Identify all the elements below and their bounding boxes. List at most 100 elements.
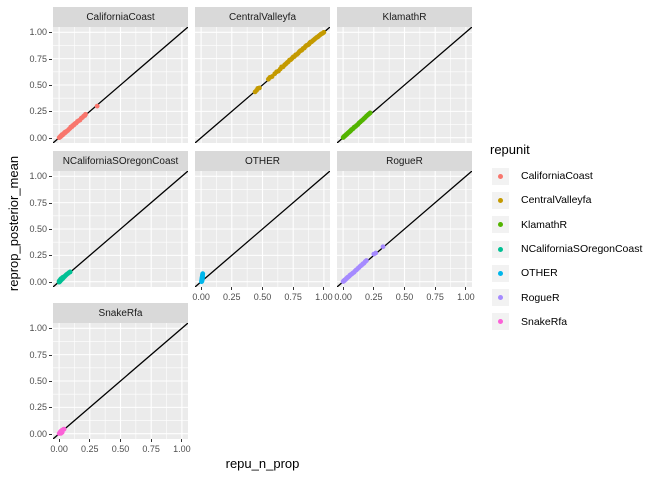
facet-strip: NCaliforniaSOregonCoast: [53, 151, 188, 171]
y-tick-label: 0.25: [29, 250, 47, 261]
x-tick-mark: [231, 287, 233, 290]
x-tick-label: 0.50: [253, 292, 272, 302]
y-tick-mark: [49, 433, 52, 435]
facet-snake: SnakeRfa 1.00 0.75 0.50 0.25 0.00 0.00 0.25 0.5…: [29, 303, 191, 454]
data-point: [321, 29, 327, 35]
facet-plot-area: [337, 171, 472, 287]
facet-title: SnakeRfa: [98, 307, 143, 319]
x-axis-title: repu_n_prop: [225, 456, 300, 471]
facet-strip: RogueR: [337, 151, 472, 171]
y-tick-label: 1.00: [29, 323, 47, 334]
y-tick-mark: [49, 58, 52, 60]
facet-plot-area: [337, 27, 472, 143]
legend-point-icon: [498, 197, 503, 203]
data-point: [200, 274, 206, 280]
legend-label: OTHER: [521, 267, 558, 280]
x-tick-mark: [342, 287, 344, 290]
y-tick-label: 0.75: [29, 197, 47, 208]
facet-title: CentralValleyfa: [228, 11, 297, 23]
y-tick-mark: [49, 407, 52, 409]
data-point: [367, 110, 373, 116]
y-tick-label: 1.00: [29, 27, 47, 38]
x-tick-label: 0.50: [395, 292, 414, 302]
legend-item: CaliforniaCoast: [490, 164, 670, 188]
facet-strip: CentralValleyfa: [195, 7, 330, 27]
x-tick-mark: [465, 287, 467, 290]
x-tick-mark: [150, 439, 152, 442]
y-tick-label: 0.00: [29, 276, 47, 287]
legend-label: KlamathR: [521, 218, 568, 231]
y-tick-label: 0.00: [29, 132, 47, 143]
facet-strip: KlamathR: [337, 7, 472, 27]
x-tick-mark: [89, 439, 91, 442]
legend-point-icon: [498, 173, 503, 179]
legend-point-icon: [498, 319, 503, 325]
y-tick-label: 0.00: [29, 428, 47, 439]
x-tick-label: 0.75: [426, 292, 444, 302]
legend-title: repunit: [490, 142, 530, 157]
x-tick-label: 0.25: [365, 292, 383, 302]
y-tick-mark: [49, 202, 52, 204]
facet-plot-area: [195, 27, 330, 143]
legend-key: [492, 216, 509, 234]
y-tick-label: 0.75: [29, 53, 47, 64]
x-tick-mark: [323, 287, 325, 290]
data-point: [380, 244, 386, 250]
x-tick-mark: [373, 287, 375, 290]
x-tick-label: 1.00: [173, 444, 191, 454]
facet-strip: SnakeRfa: [53, 303, 188, 323]
x-tick-label: 0.75: [284, 292, 302, 302]
x-tick-mark: [58, 439, 60, 442]
x-tick-label: 0.50: [111, 444, 130, 454]
facet-central-valley: CentralValleyfa: [195, 7, 330, 143]
legend: repunit CaliforniaCoast CentralValleyfa Kl…: [490, 142, 670, 334]
x-tick-label: 0.00: [192, 292, 210, 302]
legend-label: CaliforniaCoast: [521, 170, 593, 183]
facet-title: OTHER: [245, 155, 280, 167]
y-tick-label: 0.25: [29, 402, 47, 413]
data-point: [94, 103, 100, 109]
legend-key: [492, 289, 509, 307]
y-tick-mark: [49, 85, 52, 86]
data-point: [373, 250, 379, 256]
facet-plot-area: [53, 171, 188, 287]
facet-title: RogueR: [386, 155, 423, 167]
legend-label: RogueR: [521, 291, 560, 304]
identity-line: [195, 171, 330, 287]
y-tick-mark: [49, 32, 52, 34]
legend-key: [492, 240, 509, 258]
legend-item: NCaliforniaSOregonCoast: [490, 237, 670, 261]
y-tick-mark: [49, 281, 52, 283]
legend-key: [492, 264, 509, 282]
data-point: [59, 429, 65, 435]
legend-label: NCaliforniaSOregonCoast: [521, 243, 643, 256]
legend-point-icon: [498, 246, 503, 252]
y-tick-label: 1.00: [29, 171, 47, 182]
legend-key: [492, 191, 509, 209]
x-tick-label: 0.00: [334, 292, 352, 302]
y-tick-mark: [49, 111, 52, 113]
x-tick-mark: [262, 287, 263, 290]
facet-california-coast: CaliforniaCoast 1.00 0.75 0.50 0.25 0.00: [29, 7, 188, 143]
facet-strip: OTHER: [195, 151, 330, 171]
legend-item: KlamathR: [490, 213, 670, 237]
x-tick-label: 0.25: [81, 444, 99, 454]
facet-rogue: RogueR 0.00 0.25 0.50 0.75 1.00: [334, 151, 475, 302]
x-tick-mark: [200, 287, 202, 290]
legend-point-icon: [498, 295, 503, 301]
facet-strip: CaliforniaCoast: [53, 7, 188, 27]
y-tick-mark: [49, 137, 52, 139]
legend-item: RogueR: [490, 285, 670, 309]
facet-klamath: KlamathR: [337, 7, 472, 143]
data-point: [83, 111, 88, 117]
x-tick-mark: [404, 287, 405, 290]
facet-plot-area: [195, 171, 330, 287]
facet-title: KlamathR: [382, 11, 427, 23]
y-tick-mark: [49, 354, 52, 356]
y-tick-mark: [49, 255, 52, 257]
identity-line: [53, 323, 188, 439]
data-point: [67, 269, 73, 275]
legend-item: SnakeRfa: [490, 310, 670, 334]
legend-item: OTHER: [490, 261, 670, 285]
